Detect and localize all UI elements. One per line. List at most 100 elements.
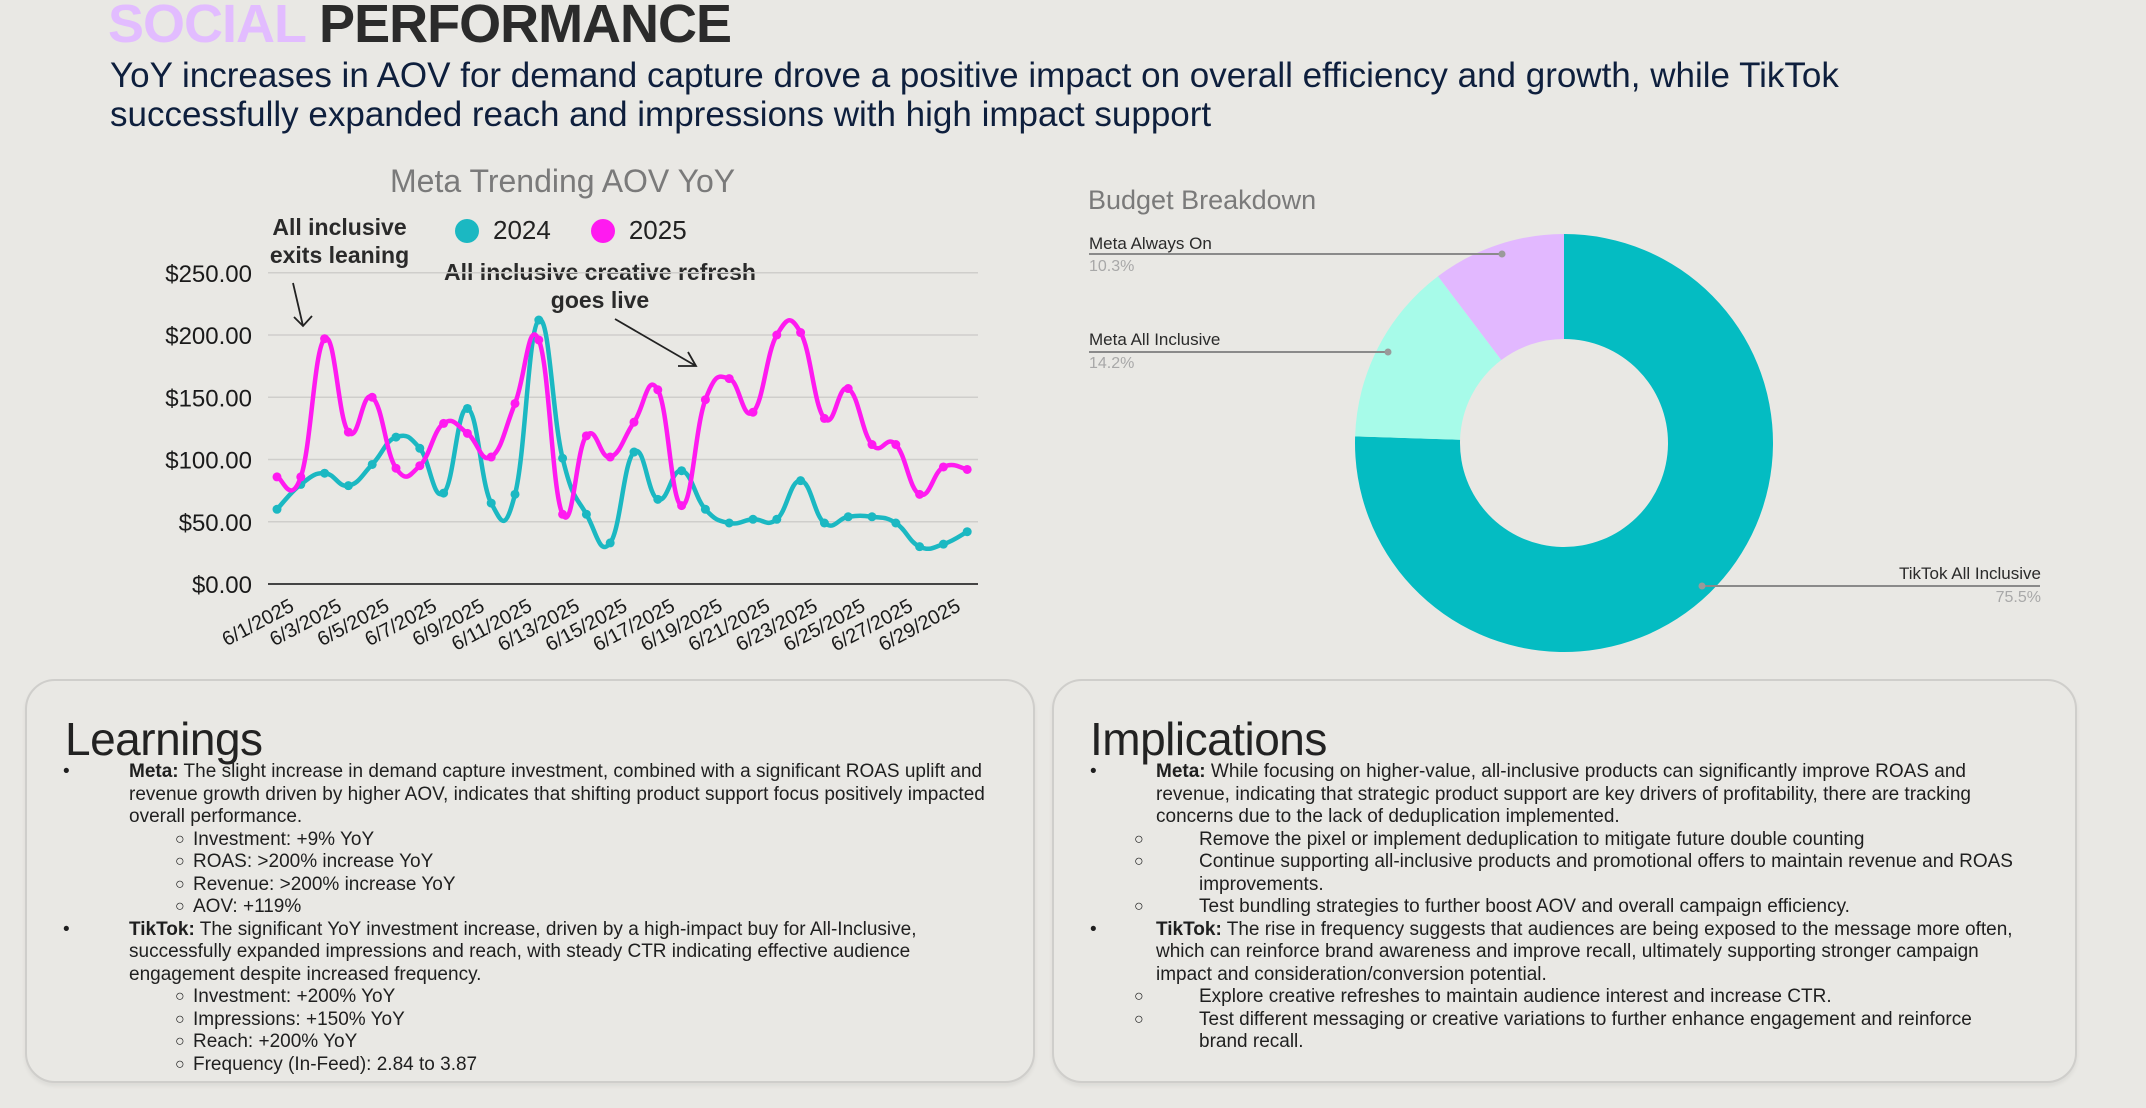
data-point-2024 — [510, 489, 520, 499]
data-point-2024 — [772, 514, 782, 524]
legend-label-2024: 2024 — [493, 215, 551, 245]
sub-bullet-icon: ○ — [175, 853, 185, 870]
slice-pct-meta-always-on: 10.3% — [1089, 258, 1135, 275]
sub-bullet-icon: ○ — [1134, 853, 1144, 870]
legend-dot-2025-icon — [590, 218, 615, 243]
page-title-main: PERFORMANCE — [319, 0, 732, 54]
data-point-2024 — [796, 476, 806, 486]
sub-bullet-icon: ○ — [175, 1033, 185, 1050]
data-point-2025 — [772, 330, 782, 340]
data-point-2024 — [891, 518, 901, 528]
sub-bullet-item: ○ Impressions: +150% YoY — [27, 1009, 1033, 1032]
sub-bullet-icon: ○ — [175, 1055, 185, 1073]
data-point-2024 — [605, 538, 615, 548]
sub-bullet-icon: ○ — [175, 988, 185, 1005]
sub-bullet-icon: ○ — [1134, 988, 1144, 1005]
data-point-2025 — [724, 374, 734, 384]
sub-bullet-text: Continue supporting all-inclusive produc… — [1199, 851, 2013, 895]
data-point-2024 — [962, 527, 972, 537]
data-point-2024 — [629, 447, 639, 457]
sub-bullet-icon: ○ — [1134, 898, 1144, 915]
data-point-2024 — [272, 504, 282, 514]
donut-chart-title: Budget Breakdown — [1088, 185, 1317, 215]
sub-bullet-text: ROAS: >200% increase YoY — [193, 851, 434, 872]
sub-bullet-text: Test different messaging or creative var… — [1199, 1008, 1972, 1053]
y-tick-label: $0.00 — [192, 572, 252, 599]
bullet-icon: • — [63, 918, 70, 940]
data-point-2025 — [796, 328, 806, 338]
data-point-2025 — [891, 440, 901, 450]
annotation-line: exits leaning — [269, 242, 410, 268]
y-tick-label: $200.00 — [165, 323, 252, 350]
sub-bullet-icon: ○ — [175, 830, 185, 848]
learnings-list: • Meta: The slight increase in demand cap… — [27, 761, 1033, 1076]
data-point-2025 — [938, 462, 948, 472]
data-point-2025 — [605, 452, 615, 462]
sub-bullet-icon: ○ — [1134, 830, 1144, 848]
bullet-text: The significant YoY investment increase,… — [129, 918, 917, 985]
bullet-text: The rise in frequency suggests that audi… — [1156, 918, 2013, 985]
leader-dot — [1498, 250, 1506, 258]
sub-bullet-item: ○ Reach: +200% YoY — [27, 1031, 1033, 1054]
data-point-2024 — [558, 453, 568, 463]
data-point-2024 — [915, 542, 925, 552]
slice-pct-meta-all-inclusive: 14.2% — [1089, 355, 1135, 372]
data-point-2025 — [510, 398, 520, 408]
data-point-2024 — [534, 315, 544, 325]
data-point-2025 — [367, 392, 377, 402]
sub-bullet-icon: ○ — [175, 1010, 185, 1028]
data-point-2024 — [462, 403, 472, 413]
bullet-icon: • — [1090, 918, 1097, 940]
sub-bullet-item: ○ Revenue: >200% increase YoY — [27, 874, 1033, 897]
data-point-2025 — [486, 452, 496, 462]
implications-list: • Meta: While focusing on higher-value, a… — [1054, 761, 2075, 1054]
aov-line-chart: $0.00$50.00$100.00$150.00$200.00$250.00 … — [165, 261, 978, 656]
legend-dot-2024-icon — [455, 218, 479, 243]
sub-bullet-text: Remove the pixel or implement deduplicat… — [1199, 828, 1865, 850]
slice-label-meta-always-on: Meta Always On — [1089, 234, 1212, 253]
bullet-item: • TikTok: The significant YoY investment … — [27, 919, 1033, 987]
data-point-2024 — [700, 504, 710, 514]
sub-bullet-icon: ○ — [1134, 1010, 1144, 1028]
bullet-item: • Meta: While focusing on higher-value, a… — [1054, 761, 2075, 829]
data-point-2025 — [558, 509, 568, 519]
budget-donut-chart — [1089, 234, 2040, 653]
slice-label-meta-all-inclusive: Meta All Inclusive — [1089, 330, 1221, 349]
data-point-2025 — [581, 431, 591, 441]
annotation-exits-leaning: All inclusive exits leaning — [262, 213, 417, 269]
sub-bullet-item: ○ ROAS: >200% increase YoY — [27, 851, 1033, 874]
data-point-2025 — [700, 395, 710, 405]
bullet-icon: • — [1090, 761, 1097, 782]
data-point-2024 — [367, 459, 377, 469]
data-point-2024 — [343, 481, 353, 491]
bullet-text: The slight increase in demand capture in… — [129, 761, 985, 827]
page-title: SOCIAL PERFORMANCE — [108, 0, 732, 54]
sub-bullet-text: Investment: +9% YoY — [193, 828, 375, 850]
data-point-2025 — [272, 472, 282, 482]
sub-bullet-text: AOV: +119% — [193, 896, 302, 917]
sub-bullet-icon: ○ — [175, 875, 185, 893]
donut-slice — [1355, 234, 1774, 653]
data-point-2025 — [343, 427, 353, 437]
sub-bullet-item: ○ Test different messaging or creative va… — [1054, 1009, 2075, 1054]
sub-bullet-item: ○ Investment: +9% YoY — [27, 829, 1033, 852]
data-point-2025 — [915, 489, 925, 499]
data-point-2025 — [819, 413, 829, 423]
sub-bullet-text: Frequency (In-Feed): 2.84 to 3.87 — [193, 1053, 478, 1075]
page-title-accent: SOCIAL — [108, 0, 306, 54]
data-point-2025 — [867, 440, 877, 450]
line-chart-legend: 2024 2025 — [455, 215, 687, 246]
bullet-text: While focusing on higher-value, all-incl… — [1156, 761, 1971, 827]
data-point-2024 — [724, 518, 734, 528]
data-point-2024 — [938, 539, 948, 549]
data-point-2024 — [391, 432, 401, 442]
bullet-item: • Meta: The slight increase in demand cap… — [27, 761, 1033, 829]
sub-bullet-text: Test bundling strategies to further boos… — [1199, 896, 1850, 917]
sub-bullet-item: ○ Investment: +200% YoY — [27, 986, 1033, 1009]
y-tick-label: $100.00 — [165, 448, 252, 475]
sub-bullet-item: ○ Frequency (In-Feed): 2.84 to 3.87 — [27, 1054, 1033, 1077]
slice-pct-tiktok-all-inclusive: 75.5% — [1995, 589, 2041, 606]
data-point-2024 — [581, 509, 591, 519]
data-point-2024 — [439, 488, 449, 498]
data-point-2024 — [843, 512, 853, 522]
